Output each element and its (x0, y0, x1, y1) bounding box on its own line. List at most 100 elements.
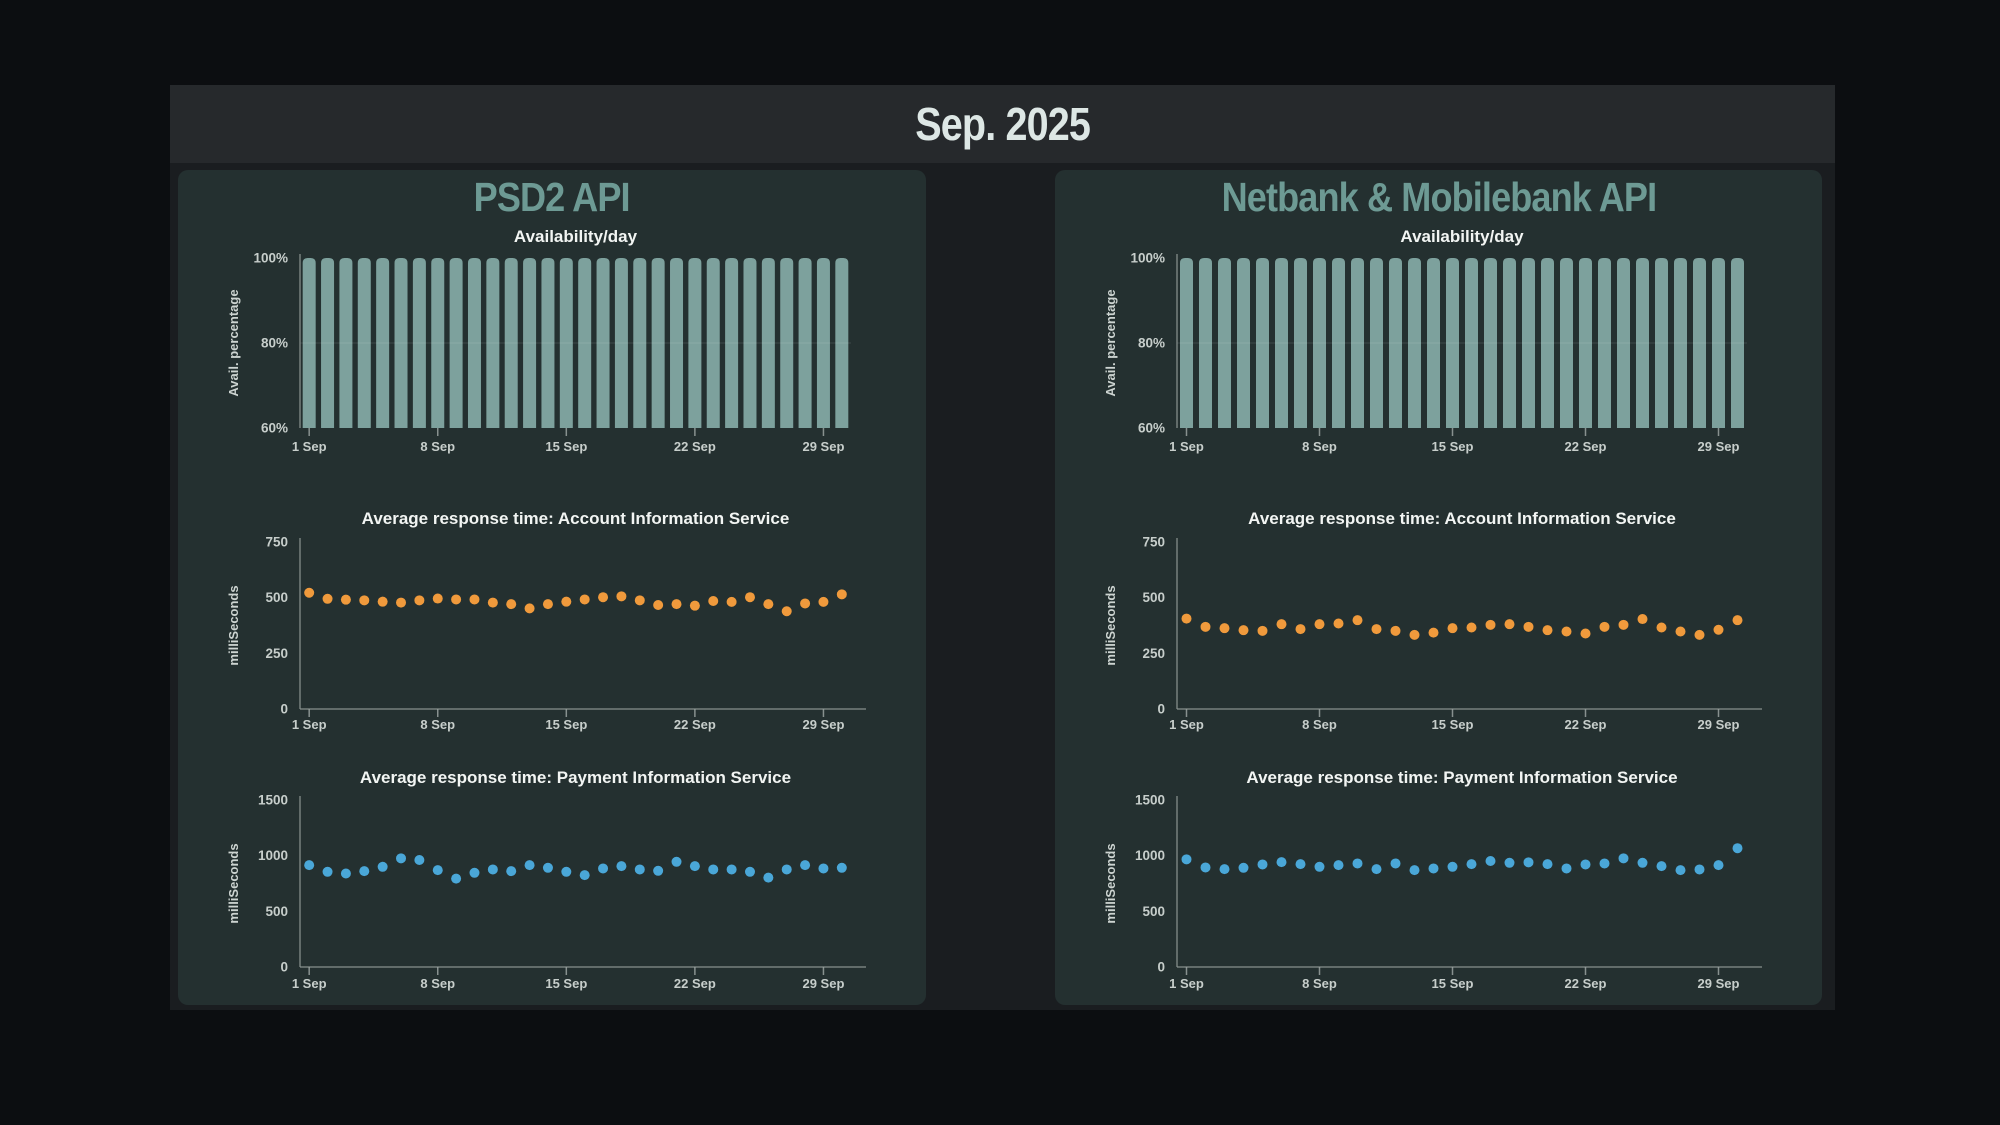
response-time-dot[interactable] (1618, 619, 1629, 630)
chart-psd2-payment-response-time[interactable]: Average response time: Payment Informati… (178, 762, 926, 1004)
response-time-dot[interactable] (506, 866, 517, 877)
availability-bar[interactable] (1503, 258, 1516, 428)
availability-bar[interactable] (1332, 258, 1345, 428)
availability-bar[interactable] (761, 258, 775, 428)
response-time-dot[interactable] (340, 868, 351, 879)
availability-bar[interactable] (1617, 258, 1630, 428)
availability-bar[interactable] (578, 258, 592, 428)
availability-bar[interactable] (651, 258, 665, 428)
availability-bar[interactable] (725, 258, 739, 428)
response-time-dot[interactable] (1637, 614, 1648, 625)
response-time-dot[interactable] (1219, 864, 1230, 875)
chart-netbank-payment-response-time[interactable]: Average response time: Payment Informati… (1055, 762, 1822, 1004)
response-time-dot[interactable] (1333, 860, 1344, 871)
availability-bar[interactable] (523, 258, 537, 428)
availability-bar[interactable] (1180, 258, 1193, 428)
response-time-dot[interactable] (561, 866, 572, 877)
response-time-dot[interactable] (1732, 615, 1743, 626)
response-time-dot[interactable] (542, 599, 553, 610)
response-time-dot[interactable] (1200, 621, 1211, 632)
response-time-dot[interactable] (1542, 625, 1553, 636)
response-time-dot[interactable] (414, 595, 425, 606)
response-time-dot[interactable] (1181, 613, 1192, 624)
availability-bar[interactable] (798, 258, 812, 428)
response-time-dot[interactable] (598, 592, 609, 603)
response-time-dot[interactable] (1504, 857, 1515, 868)
availability-bar[interactable] (1313, 258, 1326, 428)
response-time-dot[interactable] (1295, 859, 1306, 870)
response-time-dot[interactable] (1390, 625, 1401, 636)
availability-bar[interactable] (1484, 258, 1497, 428)
response-time-dot[interactable] (377, 861, 388, 872)
response-time-dot[interactable] (1181, 854, 1192, 865)
response-time-dot[interactable] (1219, 623, 1230, 634)
availability-bar[interactable] (449, 258, 463, 428)
response-time-dot[interactable] (744, 866, 755, 877)
availability-bar[interactable] (394, 258, 408, 428)
response-time-dot[interactable] (781, 606, 792, 617)
availability-bar[interactable] (614, 258, 628, 428)
availability-bar[interactable] (1655, 258, 1668, 428)
availability-bar[interactable] (1712, 258, 1725, 428)
availability-bar[interactable] (1275, 258, 1288, 428)
availability-bar[interactable] (1541, 258, 1554, 428)
response-time-dot[interactable] (340, 594, 351, 605)
availability-bar[interactable] (1446, 258, 1459, 428)
response-time-dot[interactable] (377, 596, 388, 607)
response-time-dot[interactable] (1732, 843, 1743, 854)
response-time-dot[interactable] (1523, 621, 1534, 632)
availability-bar[interactable] (1465, 258, 1478, 428)
response-time-dot[interactable] (432, 865, 443, 876)
chart-psd2-account-response-time[interactable]: Average response time: Account Informati… (178, 502, 926, 738)
response-time-dot[interactable] (1447, 623, 1458, 634)
response-time-dot[interactable] (1371, 624, 1382, 635)
response-time-dot[interactable] (671, 599, 682, 610)
response-time-dot[interactable] (1713, 624, 1724, 635)
availability-bar[interactable] (1370, 258, 1383, 428)
response-time-dot[interactable] (1561, 626, 1572, 637)
response-time-dot[interactable] (1618, 853, 1629, 864)
response-time-dot[interactable] (1485, 619, 1496, 630)
response-time-dot[interactable] (1352, 615, 1363, 626)
availability-bar[interactable] (1218, 258, 1231, 428)
availability-bar[interactable] (1294, 258, 1307, 428)
response-time-dot[interactable] (1466, 622, 1477, 633)
availability-bar[interactable] (1199, 258, 1212, 428)
response-time-dot[interactable] (800, 860, 811, 871)
response-time-dot[interactable] (1200, 862, 1211, 873)
response-time-dot[interactable] (304, 587, 315, 598)
response-time-dot[interactable] (1523, 857, 1534, 868)
response-time-dot[interactable] (542, 862, 553, 873)
response-time-dot[interactable] (726, 864, 737, 875)
response-time-dot[interactable] (1371, 864, 1382, 875)
availability-bar[interactable] (1522, 258, 1535, 428)
response-time-dot[interactable] (671, 856, 682, 867)
response-time-dot[interactable] (818, 863, 829, 874)
response-time-dot[interactable] (1333, 618, 1344, 629)
response-time-dot[interactable] (1675, 865, 1686, 876)
response-time-dot[interactable] (1580, 628, 1591, 639)
chart-netbank-account-response-time[interactable]: Average response time: Account Informati… (1055, 502, 1822, 738)
response-time-dot[interactable] (322, 866, 333, 877)
availability-bar[interactable] (1674, 258, 1687, 428)
availability-bar[interactable] (467, 258, 481, 428)
response-time-dot[interactable] (1466, 859, 1477, 870)
response-time-dot[interactable] (598, 863, 609, 874)
response-time-dot[interactable] (616, 861, 627, 872)
response-time-dot[interactable] (579, 594, 590, 605)
availability-bar[interactable] (780, 258, 794, 428)
availability-bar[interactable] (541, 258, 555, 428)
response-time-dot[interactable] (1447, 861, 1458, 872)
availability-bar[interactable] (1598, 258, 1611, 428)
availability-bar[interactable] (504, 258, 518, 428)
response-time-dot[interactable] (1390, 858, 1401, 869)
chart-netbank-availability[interactable]: Availability/day Avail. percentage 100% 80%… (1055, 222, 1822, 458)
response-time-dot[interactable] (469, 594, 480, 605)
availability-bar[interactable] (1693, 258, 1706, 428)
response-time-dot[interactable] (1656, 622, 1667, 633)
response-time-dot[interactable] (506, 599, 517, 610)
response-time-dot[interactable] (469, 867, 480, 878)
response-time-dot[interactable] (524, 603, 535, 614)
availability-bar[interactable] (357, 258, 371, 428)
response-time-dot[interactable] (689, 861, 700, 872)
